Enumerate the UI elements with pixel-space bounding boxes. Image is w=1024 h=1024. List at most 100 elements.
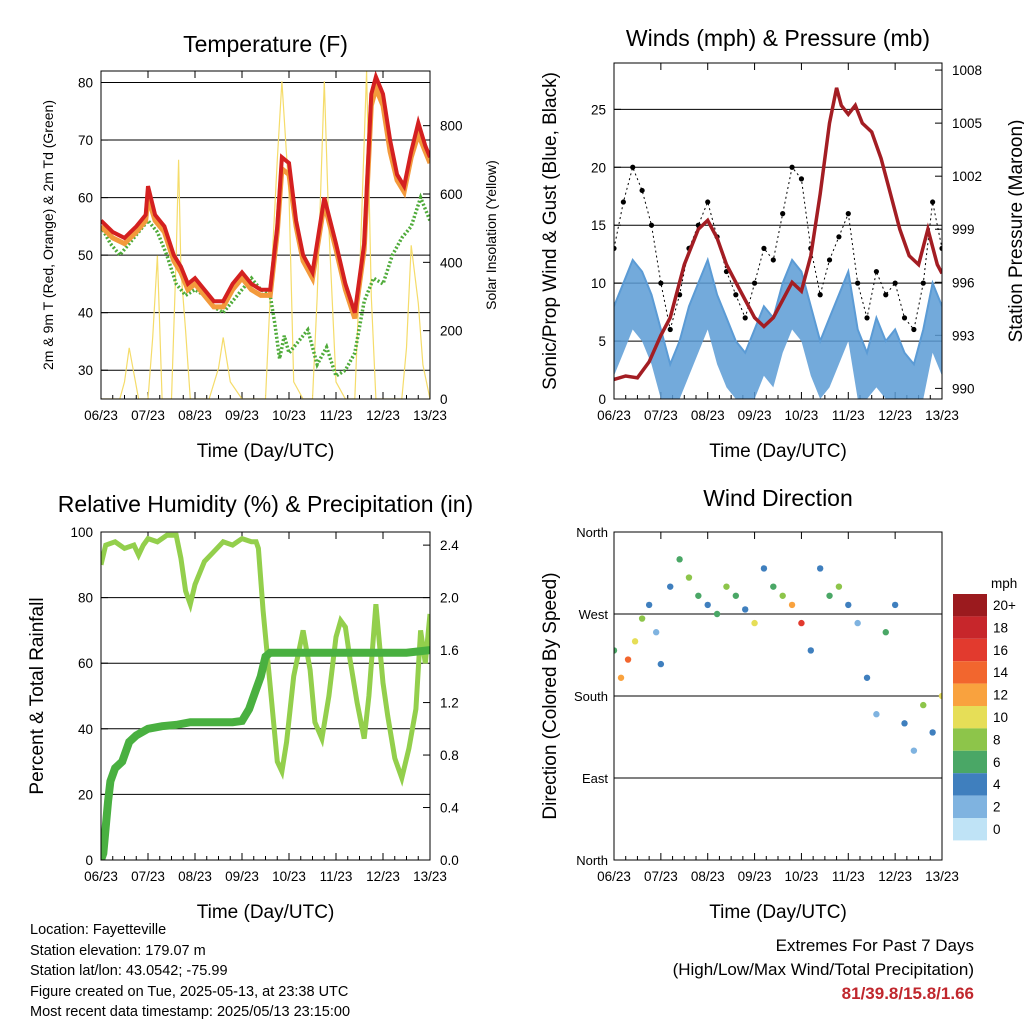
- y-tick-label: 30: [78, 363, 93, 378]
- direction-point: [751, 619, 758, 627]
- direction-point: [652, 629, 660, 636]
- direction-point: [929, 729, 936, 736]
- gust-point: [911, 326, 917, 333]
- y-right-tick-label: 990: [952, 381, 975, 396]
- direction-point: [631, 638, 639, 645]
- direction-point: [826, 592, 833, 599]
- y-right-tick-label: 800: [440, 119, 463, 134]
- gust-point: [705, 199, 711, 205]
- legend-label: 16: [993, 643, 1008, 658]
- direction-point: [798, 619, 805, 627]
- y-right-tick-label: 1008: [952, 63, 982, 78]
- direction-point: [657, 660, 665, 668]
- station-info: Location: Fayetteville Station elevation…: [30, 920, 350, 1023]
- x-axis-title: Time (Day/UTC): [709, 902, 847, 923]
- legend-swatch: [953, 616, 987, 639]
- x-tick-label: 07/23: [644, 408, 678, 423]
- x-tick-label: 09/23: [225, 869, 259, 884]
- x-tick-label: 12/23: [878, 408, 912, 423]
- y-right-tick-label: 400: [440, 255, 463, 270]
- gust-point: [658, 280, 664, 286]
- y-right-tick-label: 1.6: [440, 643, 459, 658]
- direction-point: [624, 656, 632, 663]
- legend-swatch: [953, 706, 987, 729]
- legend-swatch: [953, 683, 987, 706]
- direction-point: [685, 574, 693, 581]
- humidity-precip-panel: Relative Humidity (%) & Precipitation (i…: [27, 491, 473, 923]
- direction-point: [845, 601, 852, 609]
- y-right-tick-label: 0.0: [440, 853, 459, 868]
- extremes-subtitle: (High/Low/Max Wind/Total Precipitation): [672, 960, 974, 979]
- y-tick-label: 20: [591, 160, 606, 175]
- gust-point: [789, 164, 795, 170]
- extremes-title: Extremes For Past 7 Days: [775, 936, 974, 955]
- x-tick-label: 10/23: [785, 408, 819, 423]
- y-axis-title: Direction (Colored By Speed): [540, 572, 561, 819]
- series-line-wind: [614, 256, 942, 368]
- x-tick-label: 12/23: [366, 408, 400, 423]
- direction-point: [695, 592, 702, 599]
- legend-label: 8: [993, 732, 1001, 747]
- y-tick-label: South: [574, 689, 608, 704]
- legend-label: 2: [993, 800, 1001, 815]
- direction-point: [891, 601, 899, 609]
- gust-point: [770, 257, 776, 263]
- legend-swatch: [953, 795, 987, 818]
- wind-direction-panel: Wind Direction 06/23 07/23 08/23 09/23 10/23 1…: [540, 485, 1017, 923]
- x-axis-title: Time (Day/UTC): [197, 902, 335, 923]
- y-right-axis-title: Solar Insolation (Yellow): [483, 160, 499, 310]
- direction-point: [863, 674, 871, 681]
- direction-point: [667, 583, 674, 590]
- y-right-tick-label: 2.4: [440, 538, 459, 553]
- legend-label: 0: [993, 822, 1001, 837]
- legend-label: 12: [993, 688, 1008, 703]
- y-tick-label: 50: [78, 248, 93, 263]
- direction-point: [614, 647, 618, 654]
- extremes-box: Extremes For Past 7 Days (High/Low/Max W…: [673, 934, 974, 1006]
- legend-swatch: [953, 773, 987, 796]
- direction-point: [638, 615, 646, 622]
- temperature-panel: Temperature (F) 06/23 07/23 08/23 09/23 10/23…: [40, 31, 499, 462]
- y-tick-label: 20: [78, 787, 93, 802]
- plot-area: [614, 556, 942, 754]
- plot-frame: [613, 531, 943, 861]
- legend-swatch: [953, 594, 987, 617]
- gust-point: [930, 199, 936, 205]
- y-tick-label: 80: [78, 76, 93, 91]
- plot-area: [614, 87, 942, 399]
- y-tick-label: 25: [591, 102, 606, 117]
- y-tick-label: 70: [78, 133, 93, 148]
- y-right-tick-label: 993: [952, 328, 975, 343]
- direction-point: [732, 592, 740, 599]
- x-tick-label: 06/23: [597, 869, 631, 884]
- plot-area: [101, 71, 430, 399]
- y-axis-title: Sonic/Prop Wind & Gust (Blue, Black): [540, 72, 561, 390]
- y-tick-label: 10: [591, 276, 606, 291]
- gust-point: [761, 245, 767, 251]
- direction-point: [807, 647, 814, 654]
- y-axis-title: Percent & Total Rainfall: [27, 597, 48, 794]
- y-tick-label: North: [576, 525, 608, 540]
- x-tick-label: 13/23: [925, 408, 959, 423]
- x-tick-label: 10/23: [272, 869, 306, 884]
- gust-point: [780, 211, 786, 217]
- series-line-solar: [101, 71, 430, 399]
- plot-frame: [100, 531, 431, 861]
- x-tick-label: 08/23: [691, 408, 725, 423]
- legend-swatch: [953, 750, 987, 774]
- y-right-tick-label: 0.8: [440, 748, 459, 763]
- direction-point: [788, 601, 796, 609]
- gust-point: [648, 222, 655, 228]
- direction-point: [901, 720, 908, 727]
- gust-point: [620, 199, 626, 205]
- y-axis-title: 2m & 9m T (Red, Orange) & 2m Td (Green): [40, 100, 56, 370]
- y-right-tick-label: 2.0: [440, 591, 459, 606]
- legend-swatch: [953, 638, 987, 662]
- x-tick-label: 11/23: [320, 408, 353, 423]
- legend-swatch: [953, 661, 987, 684]
- legend-label: 20+: [993, 598, 1016, 613]
- legend-swatch: [953, 818, 987, 841]
- legend-label: 6: [993, 755, 1001, 770]
- x-tick-label: 13/23: [413, 408, 447, 423]
- direction-point: [645, 601, 653, 609]
